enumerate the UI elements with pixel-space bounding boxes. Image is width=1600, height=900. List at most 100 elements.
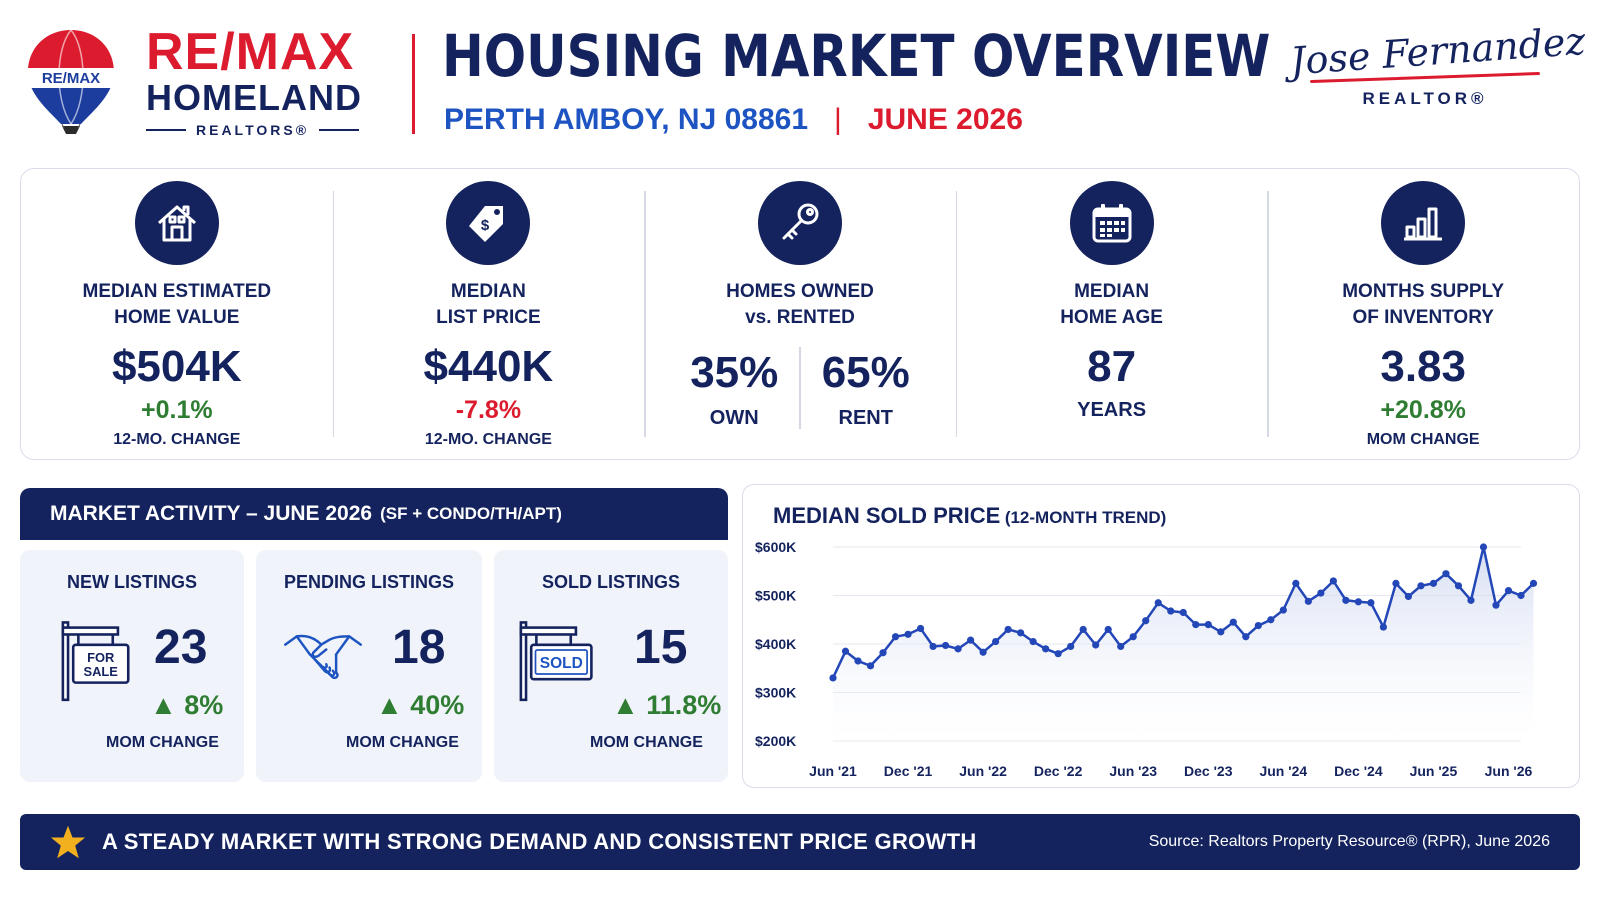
stat-inventory: MONTHS SUPPLY OF INVENTORY 3.83 +20.8% M… xyxy=(1267,169,1579,459)
data-point xyxy=(1404,592,1413,601)
y-tick-label: $500K xyxy=(755,588,796,604)
footer-tagline: A STEADY MARKET WITH STRONG DEMAND AND C… xyxy=(102,829,977,854)
data-point xyxy=(1242,633,1250,641)
stat-change: +0.1% xyxy=(141,396,213,424)
star-icon xyxy=(50,825,86,859)
x-tick-label: Dec '24 xyxy=(1334,763,1383,779)
card-value: 23 xyxy=(154,621,208,674)
data-point xyxy=(1029,637,1037,646)
data-point xyxy=(1392,579,1400,587)
x-tick-label: Dec '21 xyxy=(884,763,933,779)
new-listings-card: NEW LISTINGS FOR SALE 23 ▲ 8% MOM CHANGE xyxy=(20,550,244,782)
data-point xyxy=(1317,589,1325,597)
data-point xyxy=(1129,633,1137,641)
x-tick-label: Jun '24 xyxy=(1259,763,1307,779)
data-point xyxy=(1267,616,1275,624)
data-point xyxy=(1279,606,1287,614)
card-note: MOM CHANGE xyxy=(346,734,459,751)
brand-block: RE/MAX HOMELAND REALTORS® xyxy=(146,26,376,138)
calendar-icon xyxy=(1069,181,1154,265)
median-sold-price-chart: MEDIAN SOLD PRICE (12-MONTH TREND) $200K… xyxy=(742,484,1580,788)
data-point xyxy=(891,633,900,641)
data-point xyxy=(879,649,887,657)
data-point xyxy=(941,641,950,650)
data-point xyxy=(829,674,837,682)
data-point xyxy=(954,645,962,653)
data-point xyxy=(1517,591,1525,600)
stat-owned-rented: HOMES OWNED vs. RENTED 35% OWN 65% RENT xyxy=(644,169,956,459)
y-tick-label: $400K xyxy=(755,636,796,652)
sign-text-line2: SALE xyxy=(84,664,119,679)
card-change: ▲ 11.8% xyxy=(612,690,722,720)
for-sale-sign-icon: FOR SALE xyxy=(61,621,130,702)
data-point xyxy=(1479,543,1488,551)
x-tick-label: Jun '23 xyxy=(1109,763,1157,779)
x-tick-label: Jun '22 xyxy=(959,763,1007,779)
activity-subtitle: (SF + CONDO/TH/APT) xyxy=(380,504,562,523)
data-point xyxy=(1329,577,1337,585)
data-point xyxy=(1104,625,1112,634)
data-point xyxy=(1292,579,1300,587)
data-point xyxy=(929,642,937,651)
data-point xyxy=(866,662,875,670)
stat-label: MONTHS SUPPLY OF INVENTORY xyxy=(1342,281,1505,328)
data-point xyxy=(1204,621,1212,629)
stat-unit: YEARS xyxy=(1077,399,1147,421)
y-tick-label: $600K xyxy=(755,539,796,555)
stat-change: -7.8% xyxy=(455,396,522,424)
divider-line xyxy=(319,129,360,131)
agent-role: REALTOR® xyxy=(1362,89,1488,108)
data-point xyxy=(1467,596,1475,604)
data-point xyxy=(904,630,912,638)
data-point xyxy=(979,648,987,656)
stat-note: MOM CHANGE xyxy=(1366,431,1480,448)
data-point xyxy=(1254,621,1262,630)
sign-text: SOLD xyxy=(540,655,583,672)
stat-label: MEDIAN ESTIMATED HOME VALUE xyxy=(82,281,272,328)
market-activity-header: MARKET ACTIVITY – JUNE 2026 (SF + CONDO/… xyxy=(20,488,728,540)
data-point xyxy=(1492,601,1500,609)
x-tick-label: Jun '21 xyxy=(809,763,857,779)
handshake-icon xyxy=(284,634,362,680)
stat-label: MEDIAN LIST PRICE xyxy=(436,281,541,328)
data-point xyxy=(1529,579,1538,587)
rent-label: RENT xyxy=(838,407,893,429)
own-rent-split: 35% OWN 65% RENT xyxy=(644,347,956,430)
x-tick-label: Dec '22 xyxy=(1034,763,1083,779)
brand-realtors-row: REALTORS® xyxy=(146,122,376,138)
area-fill xyxy=(833,547,1534,741)
data-point xyxy=(1354,598,1362,606)
data-point xyxy=(1154,599,1162,607)
brand-office: HOMELAND xyxy=(146,77,362,118)
stat-change: +20.8% xyxy=(1380,396,1466,424)
stat-label: HOMES OWNED vs. RENTED xyxy=(726,281,874,328)
footer-source: Source: Realtors Property Resource® (RPR… xyxy=(1148,833,1550,850)
x-tick-label: Jun '25 xyxy=(1410,763,1458,779)
header: RE/MAX RE/MAX HOMELAND REALTORS® HOUSING… xyxy=(0,0,1600,150)
rent-column: 65% RENT xyxy=(801,347,931,430)
chart-title: MEDIAN SOLD PRICE xyxy=(773,503,1001,528)
key-stats-card: MEDIAN ESTIMATED HOME VALUE $504K +0.1% … xyxy=(20,168,1580,460)
card-note: MOM CHANGE xyxy=(106,734,219,751)
data-point xyxy=(1217,628,1225,636)
stat-home-value: MEDIAN ESTIMATED HOME VALUE $504K +0.1% … xyxy=(21,169,333,459)
data-point xyxy=(1454,582,1463,590)
own-label: OWN xyxy=(709,407,759,429)
stat-note: 12-MO. CHANGE xyxy=(424,431,552,448)
data-point xyxy=(1017,629,1025,637)
brand-realtors: REALTORS® xyxy=(196,122,310,138)
stat-list-price: $ MEDIAN LIST PRICE $440K -7.8% 12-MO. C… xyxy=(332,169,645,459)
card-note: MOM CHANGE xyxy=(590,734,703,751)
chart-plot: $200K $300K $400K $500K $600K Jun '21 Dec '21… xyxy=(755,539,1538,779)
data-point xyxy=(1417,582,1425,590)
data-point xyxy=(1054,650,1062,658)
data-point xyxy=(854,657,862,665)
data-point xyxy=(1079,625,1087,634)
card-change: ▲ 40% xyxy=(376,690,465,720)
card-label: SOLD LISTINGS xyxy=(541,572,680,592)
data-point xyxy=(1229,618,1237,626)
header-divider xyxy=(412,34,415,134)
page-title: HOUSING MARKET OVERVIEW xyxy=(442,22,1271,90)
sold-listings-card: SOLD LISTINGS SOLD 15 ▲ 11.8% MOM CHANGE xyxy=(494,550,728,782)
remax-balloon-logo: RE/MAX xyxy=(28,30,114,134)
